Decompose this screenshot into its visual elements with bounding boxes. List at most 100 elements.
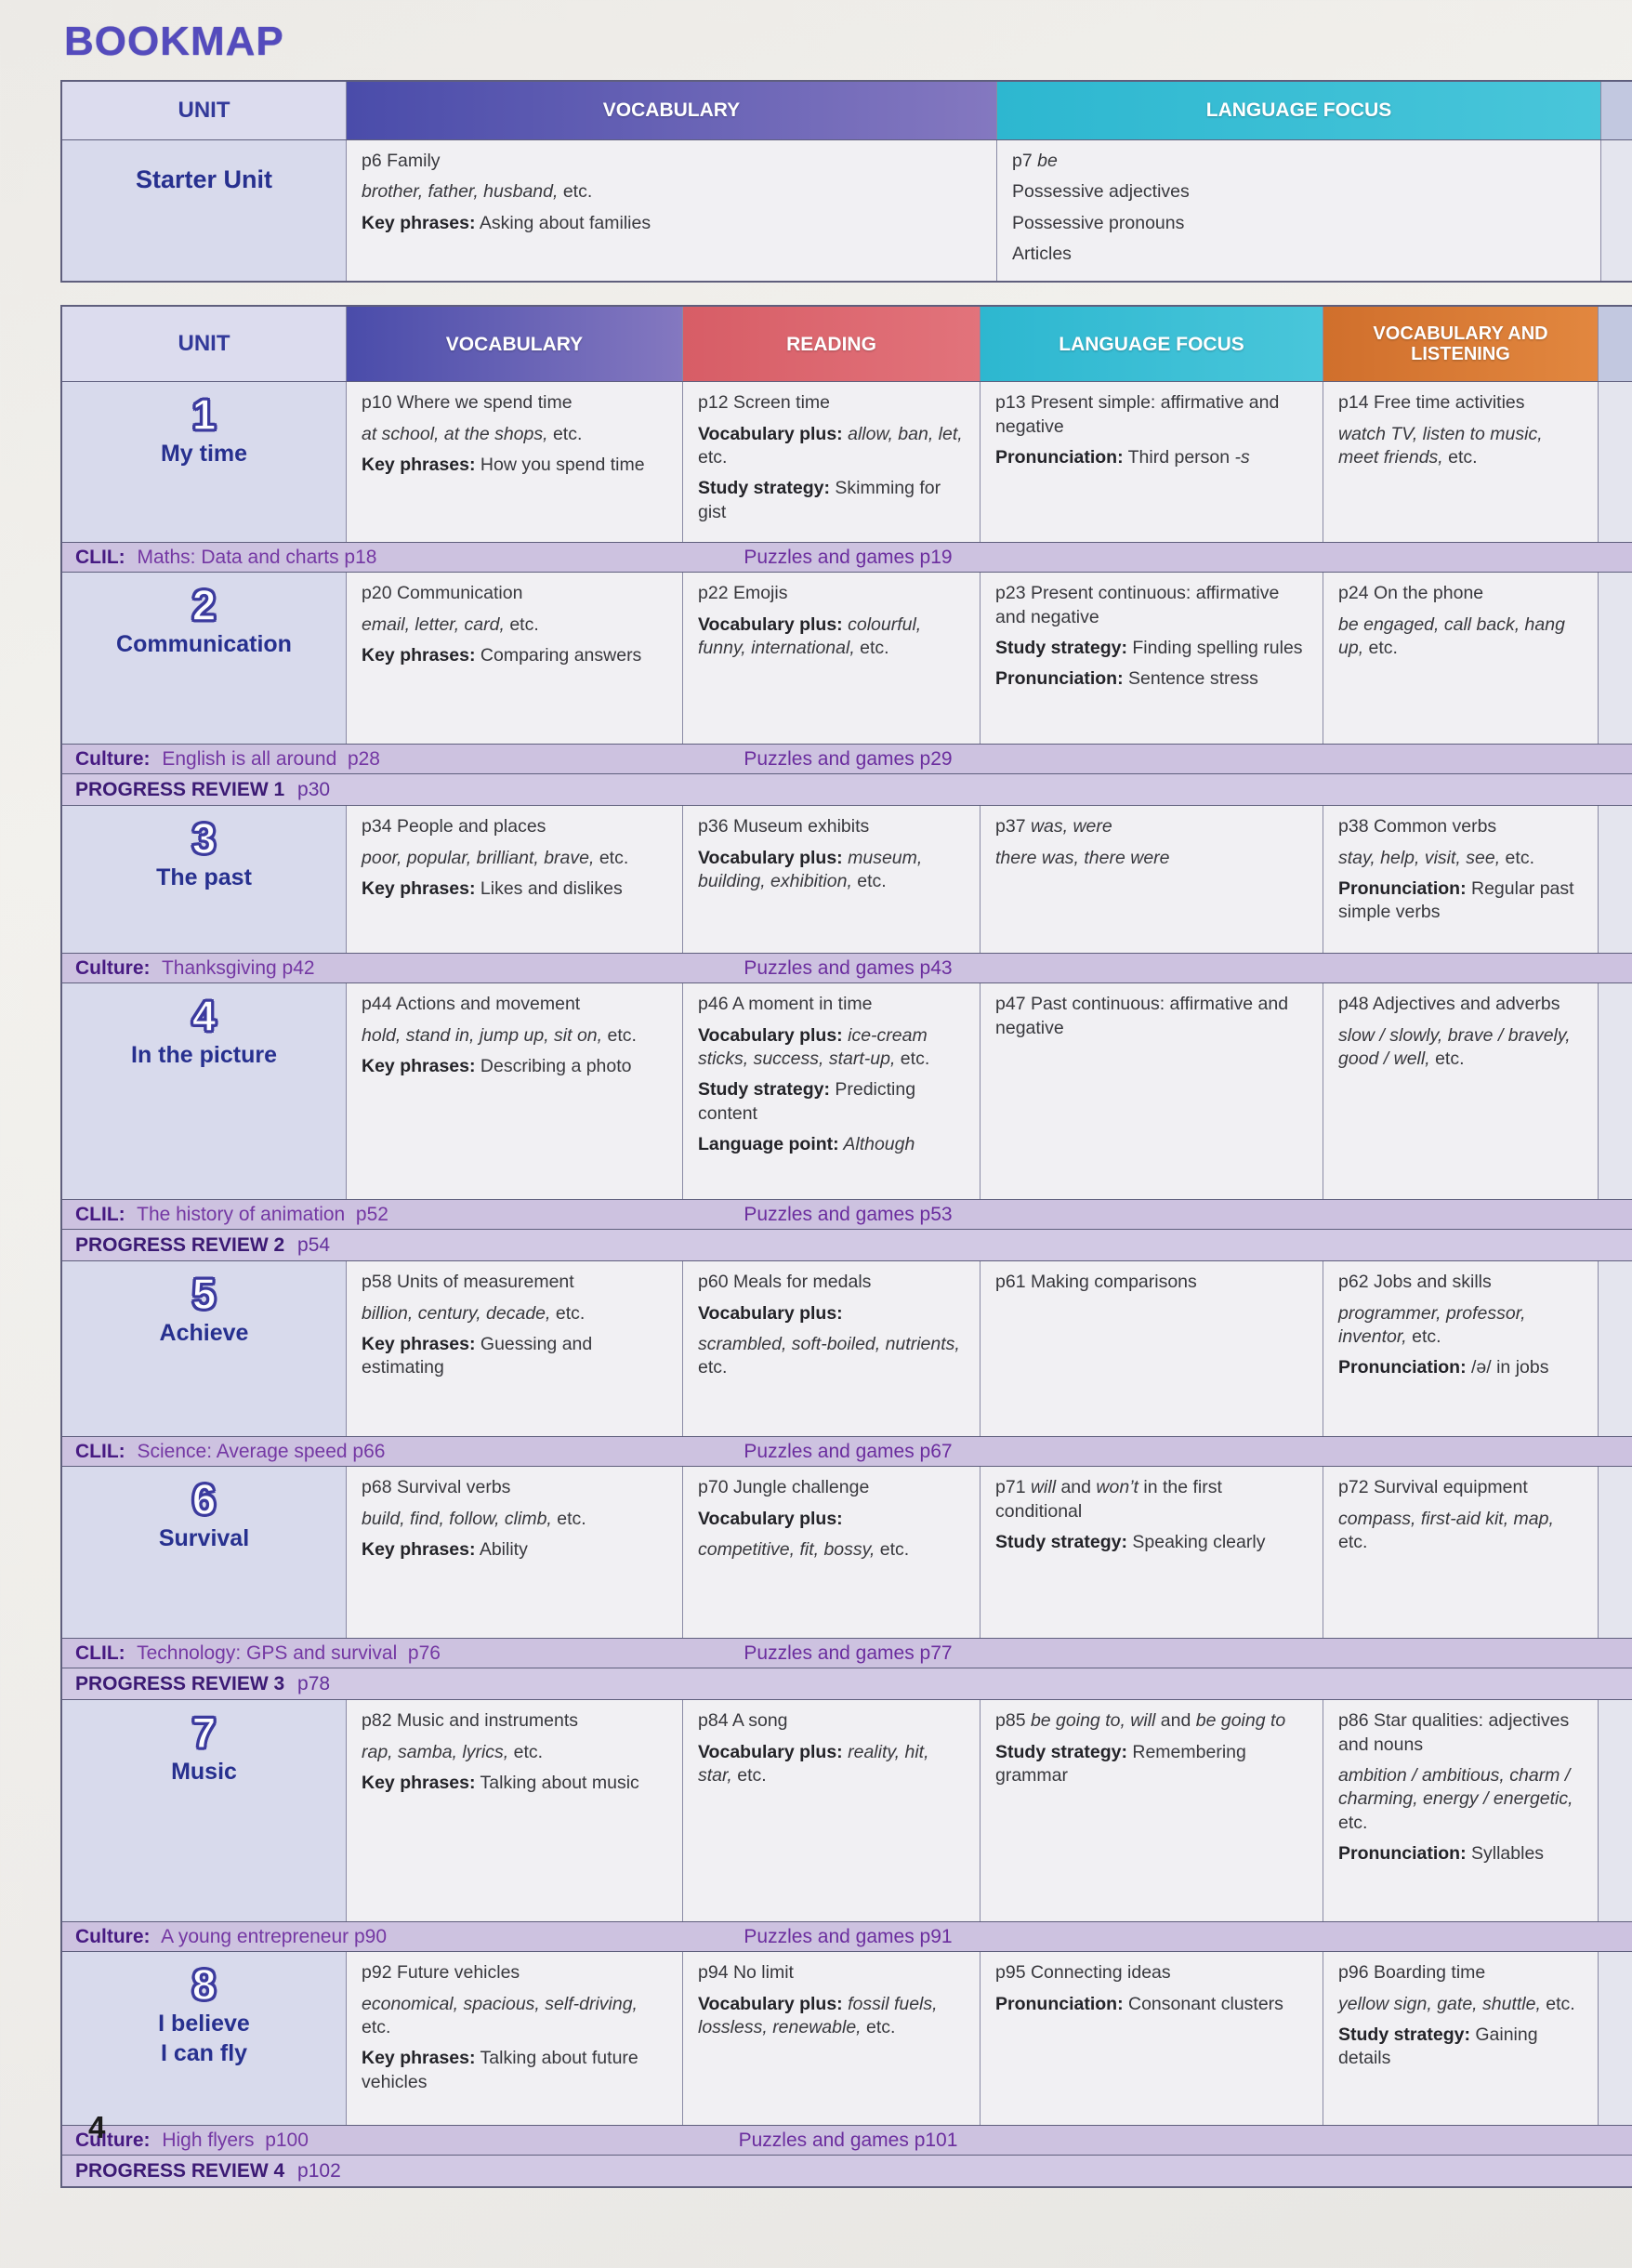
band-text: Technology: GPS and survival p76 — [131, 1642, 441, 1664]
puzzles-and-games-label: Puzzles and games p67 — [744, 1440, 953, 1462]
unit-title: Communication — [116, 631, 292, 658]
text-line: be engaged, call back, hang up, etc. — [1338, 613, 1565, 659]
cutoff-cell — [1598, 1700, 1632, 1922]
vocabulary-cell: p44 Actions and movement hold, stand in, … — [346, 983, 682, 1200]
reading-cell: p84 A song Vocabulary plus: reality, hit,… — [682, 1700, 980, 1922]
band-label: CLIL: — [75, 1642, 125, 1664]
text-line: Vocabulary plus: reality, hit, star, etc… — [698, 1741, 929, 1787]
band-text: A young entrepreneur p90 — [156, 1925, 388, 1947]
text-line: Language point: Although — [698, 1134, 915, 1155]
text-line: p38 Common verbs — [1338, 816, 1497, 837]
unit-number: 2 — [191, 581, 217, 630]
text-line: p10 Where we spend time — [362, 392, 573, 414]
band-label: Culture: — [75, 747, 151, 770]
starter-cutoff-cell — [1600, 140, 1632, 282]
unit-number: 5 — [191, 1270, 217, 1319]
text-line: p85 be going to, will and be going to — [995, 1710, 1286, 1732]
reading-column-header: READING — [682, 307, 980, 382]
puzzles-and-games-label: Puzzles and games p19 — [744, 546, 953, 568]
text-line: ambition / ambitious, charm / charming, … — [1338, 1765, 1573, 1833]
starter-cutoff-column-header — [1600, 82, 1632, 139]
cutoff-cell — [1598, 983, 1632, 1200]
text-line: p92 Future vehicles — [362, 1962, 520, 1984]
text-line: slow / slowly, brave / bravely, good / w… — [1338, 1024, 1571, 1070]
language-focus-cell: p47 Past continuous: affirmative and neg… — [980, 983, 1323, 1200]
text-line: p6 Family — [362, 151, 441, 171]
text-line: Study strategy: Finding spelling rules — [995, 638, 1303, 659]
text-line: at school, at the shops, etc. — [362, 423, 583, 444]
text-line: hold, stand in, jump up, sit on, etc. — [362, 1024, 637, 1046]
text-line: p20 Communication — [362, 583, 523, 604]
unit-row-7: 7 Music p82 Music and instruments rap, samb… — [62, 1699, 1632, 1922]
text-line: Vocabulary plus: colourful, funny, inter… — [698, 613, 922, 659]
cutoff-cell — [1598, 382, 1632, 543]
puzzles-and-games-label: Puzzles and games p29 — [744, 747, 953, 770]
vocabulary-cell: p68 Survival verbs build, find, follow, c… — [346, 1467, 682, 1639]
band-label: Culture: — [75, 1925, 151, 1947]
text-line: p34 People and places — [362, 816, 546, 837]
cutoff-cell — [1598, 1952, 1632, 2126]
text-line: build, find, follow, climb, etc. — [362, 1508, 586, 1529]
text-line: Key phrases: How you spend time — [362, 455, 645, 476]
culture-row: Culture: Thanksgiving p42 Puzzles and gam… — [62, 953, 1632, 983]
text-line: competitive, fit, bossy, etc. — [698, 1539, 910, 1561]
cutoff-cell — [1598, 806, 1632, 954]
starter-vocabulary-column-header: VOCABULARY — [346, 82, 996, 139]
text-line: p94 No limit — [698, 1962, 794, 1984]
text-line: Pronunciation: Syllables — [1338, 1843, 1545, 1865]
page-number: 4 — [88, 2110, 106, 2145]
starter-table-header-row: UNIT VOCABULARY LANGUAGE FOCUS — [62, 82, 1632, 139]
language-focus-cell: p71 will and won’t in the first conditio… — [980, 1467, 1323, 1639]
unit-title: My time — [160, 441, 248, 468]
unit-cell: 7 Music — [62, 1700, 346, 1922]
unit-cell: 2 Communication — [62, 573, 346, 745]
vocabulary-listening-cell: p48 Adjectives and adverbs slow / slowly,… — [1323, 983, 1598, 1200]
reading-cell: p46 A moment in time Vocabulary plus: ice… — [682, 983, 980, 1200]
text-line: stay, help, visit, see, etc. — [1338, 847, 1534, 868]
text-line: p72 Survival equipment — [1338, 1477, 1528, 1498]
puzzles-and-games-label: Puzzles and games p77 — [744, 1642, 953, 1664]
vocabulary-listening-cell: p24 On the phone be engaged, call back, h… — [1323, 573, 1598, 745]
unit-cell: 1 My time — [62, 382, 346, 543]
text-line: Vocabulary plus: museum, building, exhib… — [698, 847, 923, 892]
text-line: p48 Adjectives and adverbs — [1338, 994, 1560, 1015]
text-line: email, letter, card, etc. — [362, 613, 539, 635]
text-line: Key phrases: Talking about music — [362, 1773, 639, 1794]
text-line: Pronunciation: /ə/ in jobs — [1338, 1357, 1549, 1378]
vocabulary-listening-cell: p38 Common verbs stay, help, visit, see, … — [1323, 806, 1598, 954]
unit-title: Music — [171, 1759, 237, 1786]
text-line: p44 Actions and movement — [362, 994, 581, 1015]
vocabulary-cell: p82 Music and instruments rap, samba, lyr… — [346, 1700, 682, 1922]
reading-cell: p12 Screen time Vocabulary plus: allow, b… — [682, 382, 980, 543]
text-line: Study strategy: Gaining details — [1338, 2024, 1538, 2069]
language-focus-cell: p95 Connecting ideas Pronunciation: Conso… — [980, 1952, 1323, 2126]
puzzles-and-games-label: Puzzles and games p101 — [738, 2129, 958, 2151]
band-text: English is all around p28 — [156, 747, 380, 770]
unit-title: Achieve — [159, 1320, 249, 1347]
reading-cell: p36 Museum exhibits Vocabulary plus: muse… — [682, 806, 980, 954]
text-line: p68 Survival verbs — [362, 1477, 511, 1498]
unit-row-1: 1 My time p10 Where we spend time at school… — [62, 381, 1632, 543]
clil-row: CLIL: Science: Average speed p66 Puzzles … — [62, 1436, 1632, 1467]
vocabulary-listening-cell: p62 Jobs and skills programmer, professor… — [1323, 1261, 1598, 1437]
progress-review-page: p54 — [292, 1233, 331, 1256]
reading-cell: p22 Emojis Vocabulary plus: colourful, fu… — [682, 573, 980, 745]
starter-unit-cell: Starter Unit — [62, 140, 346, 282]
unit-title: I can fly — [160, 2039, 248, 2066]
text-line: Key phrases: Likes and dislikes — [362, 878, 623, 900]
unit-title: The past — [156, 864, 252, 891]
unit-number: 6 — [191, 1475, 217, 1524]
text-line: Study strategy: Speaking clearly — [995, 1532, 1266, 1553]
text-line: p37 was, were — [995, 816, 1112, 837]
text-line: p95 Connecting ideas — [995, 1962, 1171, 1984]
band-label: CLIL: — [75, 546, 125, 568]
starter-unit-row: Starter Unit p6 Family brother, father, h… — [62, 139, 1632, 282]
vocabulary-listening-column-header: VOCABULARY AND LISTENING — [1323, 307, 1598, 382]
text-line: poor, popular, brilliant, brave, etc. — [362, 847, 629, 868]
progress-review-label: PROGRESS REVIEW 4 — [75, 2159, 285, 2182]
vocabulary-listening-cell: p86 Star qualities: adjectives and nouns… — [1323, 1700, 1598, 1922]
reading-cell: p60 Meals for medals Vocabulary plus: scra… — [682, 1261, 980, 1437]
vocabulary-cell: p58 Units of measurement billion, century… — [346, 1261, 682, 1437]
main-table: UNIT VOCABULARY READING LANGUAGE FOCUS V… — [60, 305, 1632, 2189]
